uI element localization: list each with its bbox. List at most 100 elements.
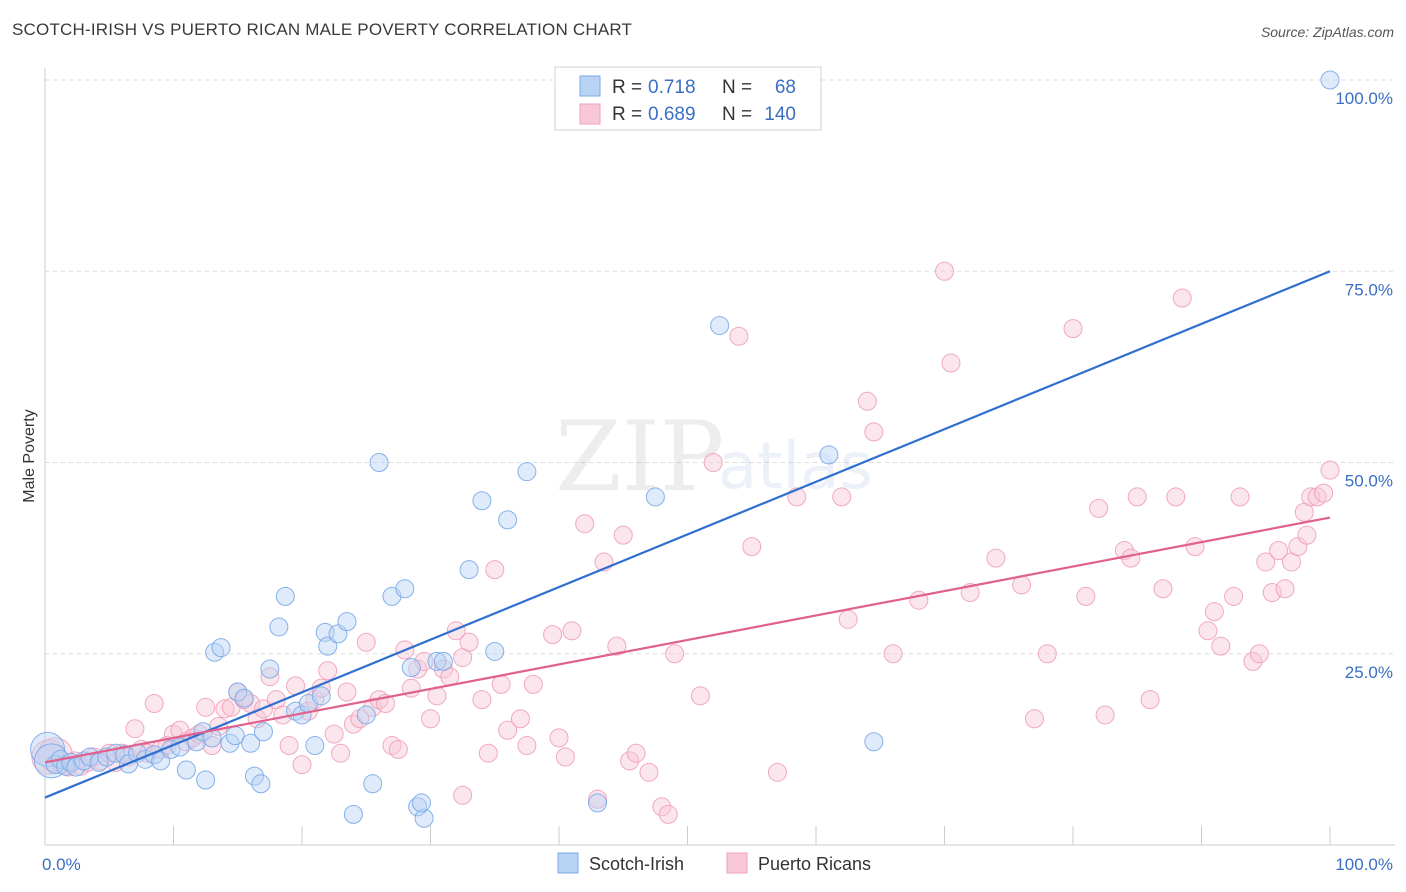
scotch-irish-point-49 <box>369 453 389 472</box>
puerto-ricans-point-115 <box>1153 579 1173 599</box>
puerto-ricans-point-125 <box>1249 644 1269 664</box>
puerto-ricans-point-106 <box>1037 644 1057 664</box>
legend-n-value-pink: 140 <box>764 104 796 125</box>
scotch-irish-point-20 <box>176 760 196 780</box>
scotch-irish-point-6 <box>66 757 86 777</box>
series-scotch-irish-points <box>30 70 1340 828</box>
puerto-ricans-point-85 <box>639 762 659 782</box>
puerto-ricans-point-129 <box>1275 579 1295 599</box>
scotch-irish-point-42 <box>311 686 331 706</box>
puerto-ricans-point-100 <box>935 261 954 281</box>
scotch-irish-point-32 <box>244 766 264 786</box>
puerto-ricans-point-16 <box>144 693 164 713</box>
scotch-irish-point-31 <box>241 733 261 753</box>
puerto-ricans-point-76 <box>555 747 575 767</box>
puerto-ricans-point-94 <box>832 487 852 507</box>
puerto-ricans-point-34 <box>260 667 280 687</box>
scotch-irish-point-37 <box>275 586 295 606</box>
puerto-ricans-point-107 <box>1063 319 1083 339</box>
scotch-irish-point-58 <box>472 491 492 511</box>
watermark-zip: ZIP <box>555 401 724 513</box>
puerto-ricans-point-49 <box>356 632 376 652</box>
puerto-ricans-point-59 <box>421 709 440 729</box>
y-tick-label-1: 50.0% <box>1345 472 1393 491</box>
scotch-irish-point-23 <box>196 770 216 790</box>
puerto-ricans-point-136 <box>1320 460 1340 480</box>
puerto-ricans-point-67 <box>478 743 498 763</box>
puerto-ricans-point-133 <box>1301 487 1321 507</box>
grid-lines <box>45 79 1395 655</box>
puerto-ricans-point-92 <box>742 537 762 557</box>
legend-swatch-pink <box>579 103 601 125</box>
watermark: ZIP atlas <box>555 401 873 513</box>
x-tick-labels: 0.0% 100.0% <box>42 855 1393 874</box>
scotch-irish-point-35 <box>260 659 280 679</box>
legend-r-label-pink: R = <box>612 104 642 125</box>
puerto-ricans-point-117 <box>1172 288 1192 308</box>
scotch-irish-point-47 <box>356 705 376 725</box>
puerto-ricans-point-124 <box>1243 651 1263 671</box>
bottom-label-puerto-ricans: Puerto Ricans <box>758 854 871 874</box>
puerto-ricans-point-13 <box>125 719 145 739</box>
puerto-ricans-point-46 <box>337 682 357 702</box>
scotch-irish-point-67 <box>1320 70 1340 90</box>
y-tick-label-2: 75.0% <box>1345 280 1393 299</box>
puerto-ricans-point-77 <box>562 621 582 641</box>
puerto-ricans-point-73 <box>523 674 543 694</box>
correlation-legend: R = 0.718 N = 68 R = 0.689 N = 140 <box>554 66 822 131</box>
puerto-ricans-point-113 <box>1127 487 1147 507</box>
x-tick-label-0: 0.0% <box>42 855 81 874</box>
trend-line-scotch-irish <box>44 270 1331 799</box>
scotch-irish-point-60 <box>498 510 518 530</box>
scotch-irish-point-34 <box>253 722 273 742</box>
scotch-irish-point-44 <box>318 636 338 656</box>
scotch-irish-point-52 <box>401 658 421 678</box>
puerto-ricans-point-54 <box>388 739 408 759</box>
puerto-ricans-point-82 <box>613 525 633 545</box>
scotch-irish-point-56 <box>433 651 453 671</box>
puerto-ricans-point-120 <box>1204 602 1224 622</box>
scotch-irish-point-4 <box>56 756 76 776</box>
bottom-swatch-scotch-irish <box>557 852 579 874</box>
puerto-ricans-point-74 <box>543 625 563 645</box>
puerto-ricans-point-39 <box>292 755 312 775</box>
puerto-ricans-point-24 <box>196 697 216 717</box>
puerto-ricans-point-123 <box>1230 487 1250 507</box>
puerto-ricans-point-90 <box>703 453 723 472</box>
y-axis-title: Male Poverty <box>21 409 38 502</box>
puerto-ricans-point-118 <box>1185 537 1205 557</box>
legend-n-label-pink: N = <box>722 104 752 125</box>
puerto-ricans-point-50 <box>363 697 383 717</box>
watermark-atlas: atlas <box>718 430 873 504</box>
puerto-ricans-point-43 <box>318 661 338 681</box>
scotch-irish-point-53 <box>408 797 428 817</box>
puerto-ricans-point-81 <box>607 636 627 656</box>
scotch-irish-point-65 <box>819 445 839 465</box>
legend-r-value-blue: 0.718 <box>648 77 696 98</box>
puerto-ricans-point-121 <box>1211 636 1231 656</box>
trend-lines <box>44 270 1331 799</box>
scotch-irish-point-55 <box>427 651 447 671</box>
chart-title: SCOTCH-IRISH VS PUERTO RICAN MALE POVERT… <box>12 20 633 39</box>
axes <box>44 68 1395 846</box>
puerto-ricans-point-116 <box>1166 487 1186 507</box>
scotch-irish-point-30 <box>234 688 254 708</box>
puerto-ricans-point-110 <box>1095 705 1115 725</box>
puerto-ricans-point-137 <box>1297 525 1317 545</box>
puerto-ricans-point-65 <box>459 632 479 652</box>
puerto-ricans-point-135 <box>1314 483 1334 503</box>
puerto-ricans-point-112 <box>1121 548 1141 568</box>
y-tick-labels: 25.0% 50.0% 75.0% 100.0% <box>1335 89 1393 682</box>
puerto-ricans-point-84 <box>626 743 646 763</box>
puerto-ricans-point-95 <box>838 609 858 629</box>
puerto-ricans-point-61 <box>433 659 453 679</box>
legend-n-value-blue: 68 <box>775 77 796 98</box>
scotch-irish-point-54 <box>414 808 434 828</box>
puerto-ricans-point-69 <box>491 674 511 694</box>
scotch-irish-point-36 <box>269 617 289 637</box>
puerto-ricans-point-105 <box>1024 709 1044 729</box>
puerto-ricans-point-119 <box>1198 621 1218 641</box>
puerto-ricans-point-114 <box>1140 690 1160 710</box>
puerto-ricans-point-93 <box>767 762 787 782</box>
scotch-irish-point-26 <box>211 638 231 658</box>
